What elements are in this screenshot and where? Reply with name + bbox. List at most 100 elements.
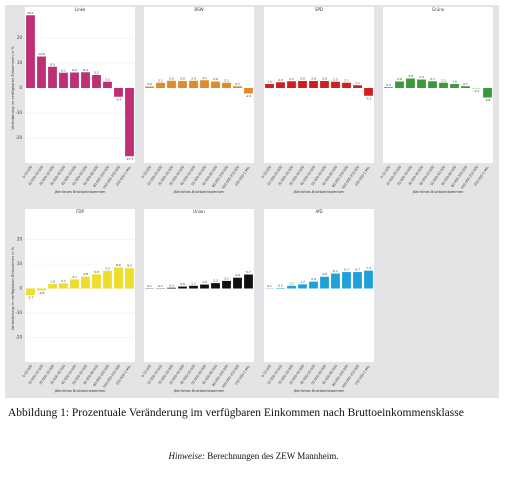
bar bbox=[26, 15, 35, 88]
bar bbox=[309, 281, 318, 289]
y-tick-label: -10 bbox=[15, 310, 22, 315]
bar bbox=[125, 268, 134, 289]
value-label: 0.3 bbox=[386, 83, 391, 87]
value-label: 2.9 bbox=[169, 76, 174, 80]
bar bbox=[222, 82, 231, 88]
bar bbox=[461, 86, 470, 88]
y-tick-label: -10 bbox=[15, 110, 22, 115]
value-label: 2.8 bbox=[311, 277, 316, 281]
value-label: -3.5 bbox=[116, 97, 122, 101]
bar bbox=[200, 284, 209, 289]
value-label: 2.7 bbox=[430, 77, 435, 81]
bar bbox=[178, 286, 187, 289]
bar bbox=[276, 82, 285, 88]
value-label: 2.1 bbox=[61, 279, 66, 283]
bar bbox=[48, 66, 57, 88]
bar bbox=[309, 81, 318, 88]
panel-title: FDP bbox=[76, 209, 84, 214]
bar bbox=[37, 56, 46, 88]
bar bbox=[298, 81, 307, 88]
bar bbox=[92, 274, 101, 289]
value-label: 6.1 bbox=[333, 269, 338, 273]
value-label: 2.6 bbox=[397, 77, 402, 81]
value-label: -2.2 bbox=[246, 94, 252, 98]
bar bbox=[114, 267, 123, 289]
y-axis-label: Veränderung im verfügbaren Einkommen in … bbox=[11, 246, 15, 330]
value-label: 1.6 bbox=[202, 280, 207, 284]
value-label: 3.7 bbox=[72, 275, 77, 279]
value-label: 3.1 bbox=[202, 76, 207, 80]
bar bbox=[211, 283, 220, 289]
y-tick-label: 0 bbox=[19, 286, 22, 291]
value-label: 2.1 bbox=[441, 78, 446, 82]
x-tick-label: 0-10.000 bbox=[380, 165, 392, 179]
bar bbox=[265, 84, 274, 88]
y-tick-label: -20 bbox=[15, 335, 22, 340]
value-label: 6.3 bbox=[83, 68, 88, 72]
note-text: Berechnungen des ZEW Mannheim. bbox=[207, 451, 339, 461]
value-label: 2.8 bbox=[322, 77, 327, 81]
bar bbox=[81, 276, 90, 289]
value-label: 3.4 bbox=[419, 75, 424, 79]
bar bbox=[342, 272, 351, 289]
value-label: 1.1 bbox=[355, 81, 360, 85]
value-label: 7.3 bbox=[366, 266, 371, 270]
bar bbox=[298, 284, 307, 289]
value-label: -27.3 bbox=[126, 157, 134, 161]
value-label: 2.8 bbox=[180, 77, 185, 81]
bar bbox=[114, 88, 123, 97]
x-axis-label: Jährliches Bruttoeinkommen bbox=[412, 190, 464, 194]
bar bbox=[81, 72, 90, 88]
value-label: 29.1 bbox=[27, 11, 34, 15]
value-label: 8.3 bbox=[127, 264, 132, 268]
value-label: 0.1 bbox=[147, 284, 152, 288]
bar bbox=[342, 82, 351, 88]
x-axis-label: Jährliches Bruttoeinkommen bbox=[54, 190, 106, 194]
value-label: 1.6 bbox=[452, 80, 457, 84]
bar bbox=[384, 87, 393, 88]
bar bbox=[353, 272, 362, 289]
value-label: 5.2 bbox=[94, 71, 99, 75]
bar bbox=[287, 285, 296, 289]
value-label: 0.1 bbox=[267, 284, 272, 288]
value-label: 6.2 bbox=[72, 68, 77, 72]
value-label: 2.8 bbox=[311, 77, 316, 81]
bar bbox=[167, 287, 176, 289]
x-axis-label: Jährliches Bruttoeinkommen bbox=[54, 389, 106, 393]
x-tick-label: 0-10.000 bbox=[22, 165, 34, 179]
value-label: 6.1 bbox=[61, 68, 66, 72]
value-label: 2.1 bbox=[224, 78, 229, 82]
x-tick-label: 0-10.000 bbox=[261, 165, 273, 179]
value-label: 0.7 bbox=[463, 82, 468, 86]
value-label: 5.8 bbox=[94, 270, 99, 274]
caption: Abbildung 1: Prozentuale Veränderung im … bbox=[8, 406, 500, 420]
bar bbox=[145, 86, 154, 88]
value-label: 0.2 bbox=[278, 284, 283, 288]
panel-title: Union bbox=[193, 209, 205, 214]
panel-title: Grüne bbox=[432, 7, 445, 12]
bar bbox=[178, 81, 187, 88]
bar bbox=[125, 88, 134, 157]
bar bbox=[233, 86, 242, 88]
x-tick-label: 0-10.000 bbox=[141, 364, 153, 378]
bar bbox=[167, 80, 176, 88]
bar bbox=[70, 72, 79, 88]
bar bbox=[92, 75, 101, 88]
bar bbox=[189, 80, 198, 88]
value-label: 2.6 bbox=[213, 77, 218, 81]
y-tick-label: 10 bbox=[17, 60, 23, 65]
bar bbox=[483, 88, 492, 98]
bar bbox=[156, 82, 165, 88]
value-label: 0.3 bbox=[169, 283, 174, 287]
y-tick-label: 10 bbox=[17, 261, 23, 266]
bar bbox=[211, 81, 220, 88]
value-label: -0.8 bbox=[39, 291, 45, 295]
value-label: 5.7 bbox=[246, 270, 251, 274]
bar bbox=[406, 78, 415, 88]
bar bbox=[103, 81, 112, 88]
y-axis-label: Veränderung im verfügbaren Einkommen in … bbox=[11, 46, 15, 130]
x-axis-label: Jährliches Bruttoeinkommen bbox=[173, 389, 225, 393]
caption-label: Abbildung 1: bbox=[8, 407, 70, 419]
bar bbox=[233, 277, 242, 289]
